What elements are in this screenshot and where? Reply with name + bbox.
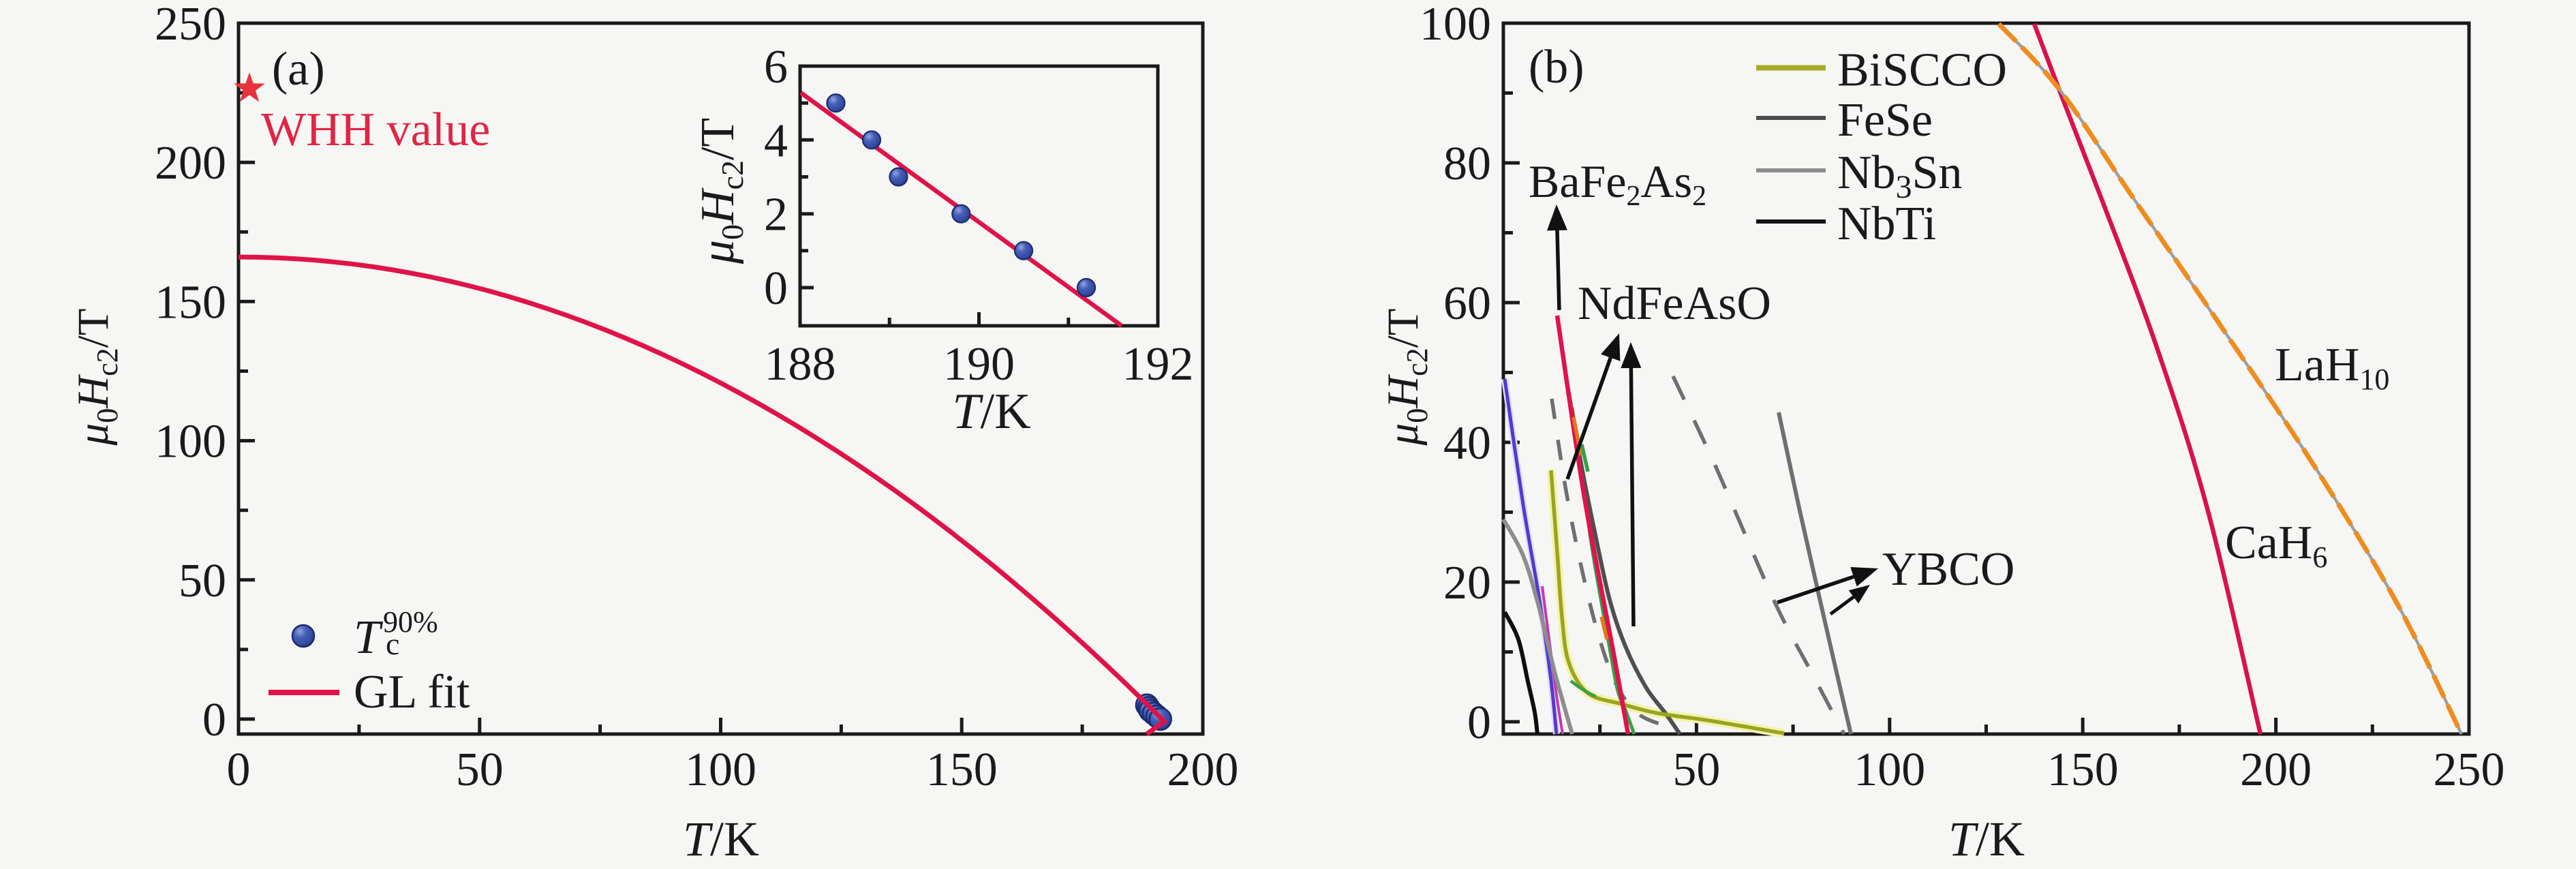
svg-text:192: 192 <box>1122 338 1194 391</box>
svg-text:NbTi: NbTi <box>1837 198 1936 250</box>
svg-text:2: 2 <box>764 189 788 241</box>
svg-text:100: 100 <box>685 744 756 796</box>
svg-text:GL fit: GL fit <box>354 666 470 718</box>
svg-text:100: 100 <box>1420 0 1491 50</box>
svg-text:150: 150 <box>155 276 226 329</box>
svg-text:80: 80 <box>1443 138 1491 190</box>
svg-text:188: 188 <box>765 338 836 391</box>
svg-text:(a): (a) <box>272 43 325 95</box>
svg-text:WHH value: WHH value <box>261 104 490 156</box>
svg-text:FeSe: FeSe <box>1837 94 1933 147</box>
svg-text:90%: 90% <box>383 605 438 639</box>
svg-text:0: 0 <box>227 744 251 796</box>
svg-text:40: 40 <box>1443 417 1491 470</box>
svg-text:T/K: T/K <box>952 384 1030 440</box>
svg-text:NdFeAsO: NdFeAsO <box>1578 277 1771 330</box>
svg-text:(b): (b) <box>1529 41 1584 93</box>
svg-text:190: 190 <box>943 338 1015 391</box>
svg-text:0: 0 <box>764 262 788 315</box>
svg-text:6: 6 <box>764 41 788 93</box>
svg-text:0: 0 <box>202 694 226 746</box>
svg-text:50: 50 <box>1672 744 1720 796</box>
svg-text:CaH6: CaH6 <box>2225 517 2327 574</box>
svg-text:μ0Hc2/T: μ0Hc2/T <box>69 309 124 446</box>
svg-text:T/K: T/K <box>1948 812 2025 866</box>
svg-text:YBCO: YBCO <box>1882 543 2014 596</box>
svg-text:250: 250 <box>2434 744 2505 796</box>
svg-text:200: 200 <box>2240 744 2312 796</box>
svg-text:150: 150 <box>2047 744 2119 796</box>
svg-text:T/K: T/K <box>683 812 759 866</box>
svg-text:20: 20 <box>1443 557 1491 609</box>
svg-text:4: 4 <box>764 115 788 167</box>
svg-text:μ0Hc2/T: μ0Hc2/T <box>1379 309 1434 446</box>
svg-text:μ0Hc2/T: μ0Hc2/T <box>692 118 750 264</box>
svg-text:50: 50 <box>179 555 226 607</box>
svg-text:BiSCCO: BiSCCO <box>1837 44 2007 97</box>
svg-text:250: 250 <box>155 0 226 50</box>
svg-text:100: 100 <box>155 416 226 468</box>
svg-text:50: 50 <box>456 744 504 796</box>
svg-text:BaFe2As2: BaFe2As2 <box>1529 155 1706 212</box>
svg-text:T: T <box>354 611 384 664</box>
svg-text:200: 200 <box>1167 744 1239 796</box>
svg-text:100: 100 <box>1854 744 1925 796</box>
svg-text:c: c <box>386 626 399 661</box>
svg-text:150: 150 <box>926 744 998 796</box>
svg-text:0: 0 <box>1467 697 1491 749</box>
svg-text:60: 60 <box>1443 277 1491 330</box>
svg-text:200: 200 <box>155 137 226 189</box>
